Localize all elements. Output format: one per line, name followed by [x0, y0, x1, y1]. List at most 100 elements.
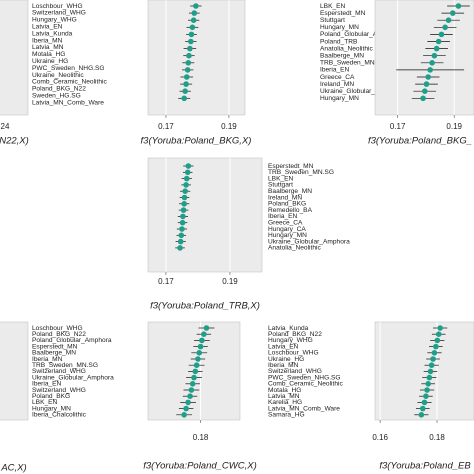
point — [420, 95, 426, 102]
point — [188, 31, 195, 38]
point — [191, 10, 198, 16]
row-label: Hungary_WHG — [268, 337, 313, 344]
row-label: Switzerland_WHG — [32, 387, 86, 394]
point — [177, 245, 183, 251]
x-tick-label: 0.18 — [193, 433, 209, 442]
row-label: Latvia_MN — [32, 44, 64, 51]
x-axis-title: f3(Yoruba:Poland_EB — [379, 461, 471, 472]
row-label: Latvia_EN — [32, 23, 63, 30]
point — [179, 226, 185, 232]
point — [419, 405, 426, 412]
row-label: Karelia_HG — [268, 399, 302, 406]
point — [179, 219, 186, 226]
point — [192, 368, 199, 375]
point — [185, 60, 192, 66]
row-label: Ukraine_Globular_Amphora — [268, 238, 350, 245]
row-label: Motala_HG — [32, 51, 65, 58]
row-label: Anatolia_Neolithic — [320, 45, 373, 52]
point — [181, 194, 188, 201]
row-label: Switzerland_WHG — [268, 368, 322, 375]
point — [428, 362, 435, 369]
point — [427, 368, 434, 375]
row-label: Greece_CA — [268, 219, 303, 226]
point — [199, 337, 205, 344]
row-label: Esperstedt_MN — [320, 10, 366, 17]
point — [421, 399, 428, 406]
x-axis-title: f3(Yoruba:Poland_TRB,X) — [150, 301, 260, 312]
point — [431, 350, 438, 356]
x-tick-label: 0.19 — [222, 277, 238, 286]
point — [197, 343, 204, 350]
point — [187, 45, 193, 52]
row-label: Anatolia_Neolithic — [268, 245, 321, 252]
x-axis-title: f3(Yoruba:Poland_CWC,X) — [143, 461, 257, 472]
point — [187, 393, 193, 400]
row-label: Switzerland_WHG — [32, 10, 86, 17]
row-label: Hungary_CA — [268, 226, 306, 233]
point — [181, 201, 187, 207]
point — [195, 356, 201, 362]
row-label: Ukraine_HG — [32, 58, 68, 65]
row-label: Poland_BKG — [268, 201, 306, 208]
point — [423, 393, 429, 400]
point — [182, 188, 188, 194]
x-axis-title: N22,X) — [0, 136, 29, 147]
row-label: Baalberge_MN — [320, 52, 364, 59]
row-label: TRB_Sweden_MN.SG — [320, 60, 386, 67]
point — [183, 405, 189, 412]
point — [180, 213, 186, 220]
point — [433, 343, 439, 350]
row-label: Ukraine_Neolithic — [32, 72, 84, 79]
row-label: Iberia_EN — [32, 381, 62, 388]
point — [177, 238, 184, 245]
point — [188, 38, 194, 45]
point — [193, 3, 199, 9]
point — [425, 74, 431, 80]
point — [442, 24, 448, 31]
point — [181, 412, 187, 418]
row-label: Hungary_WHG — [32, 17, 77, 24]
point — [421, 88, 428, 94]
row-label: Hungary_MN — [320, 24, 359, 31]
point — [185, 163, 192, 169]
point — [435, 331, 442, 338]
point — [183, 74, 190, 80]
point — [435, 38, 442, 45]
point — [185, 399, 191, 406]
row-label: PWC_Sweden_NHG.SG — [32, 65, 105, 72]
row-label: Ukraine_HG — [268, 356, 304, 363]
row-label: LBK_EN — [32, 399, 58, 406]
point — [429, 60, 435, 66]
point — [183, 81, 189, 87]
point — [183, 175, 190, 182]
row-label: Iberia_MN — [268, 362, 299, 369]
row-label: Sweden_HG.SG — [32, 92, 81, 99]
point — [455, 3, 462, 9]
row-label: LBK_EN — [268, 175, 294, 182]
row-label: Baalberge_MN — [32, 350, 76, 357]
x-tick-label: 0.19 — [221, 122, 237, 131]
point — [431, 52, 438, 59]
point — [438, 31, 445, 38]
row-label: Poland_BKG_N22 — [268, 331, 322, 338]
point — [437, 325, 443, 331]
row-label: TRB_Sweden_MN.SG — [32, 362, 98, 369]
plot-panel — [374, 0, 474, 116]
row-label: Iberia_EN — [268, 213, 298, 220]
row-label: Samara_HG — [268, 412, 305, 419]
row-label: Iberia_EN — [320, 67, 350, 74]
row-label: Latvia_EN — [268, 343, 299, 350]
row-label: Baalberge_MN — [268, 188, 312, 195]
point — [184, 169, 191, 176]
point — [189, 381, 196, 387]
point — [178, 232, 185, 239]
row-label: Loschbour_WHG — [32, 325, 83, 332]
x-tick-label: 0.17 — [390, 122, 406, 131]
point — [425, 381, 431, 387]
point — [203, 325, 210, 331]
row-label: Ukraine_Globular_Amphora — [320, 88, 402, 95]
point — [433, 45, 440, 52]
row-label: Switzerland_WHG — [32, 368, 86, 375]
row-label: Loschbour_WHG — [268, 350, 319, 357]
row-label: PWC_Sweden_NHG.SG — [268, 374, 341, 381]
